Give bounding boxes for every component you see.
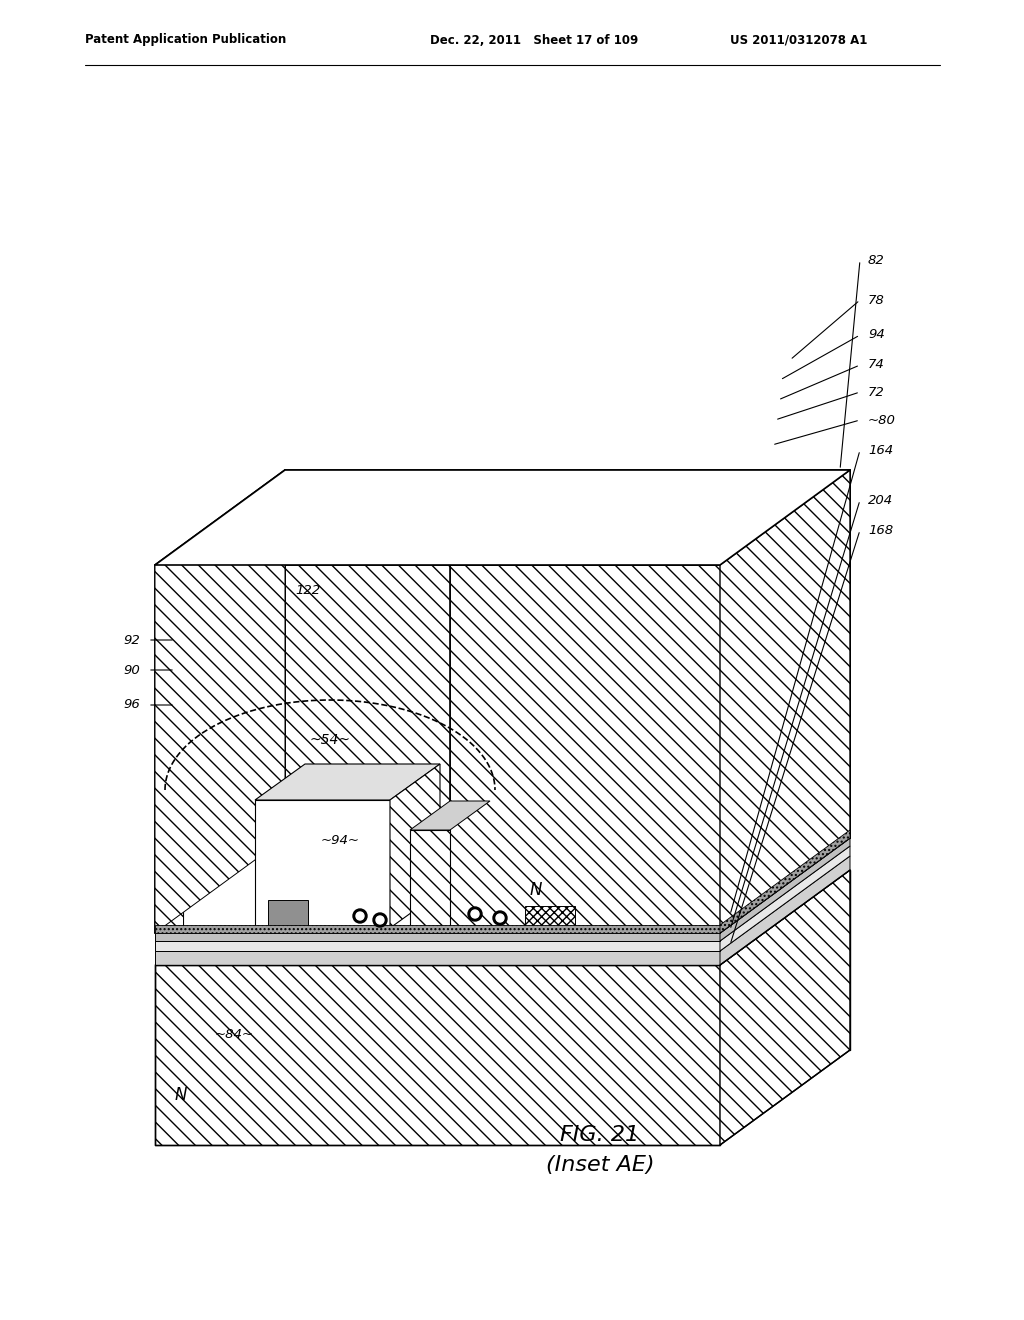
Text: 204: 204 bbox=[868, 494, 893, 507]
Circle shape bbox=[373, 913, 387, 927]
Text: FIG. 21: FIG. 21 bbox=[560, 1125, 640, 1144]
Polygon shape bbox=[155, 941, 720, 950]
Polygon shape bbox=[525, 906, 575, 928]
Text: 168: 168 bbox=[868, 524, 893, 536]
Polygon shape bbox=[155, 565, 720, 933]
Polygon shape bbox=[155, 950, 720, 965]
Text: ~80: ~80 bbox=[868, 413, 896, 426]
Polygon shape bbox=[720, 870, 850, 1144]
Text: 72: 72 bbox=[868, 385, 885, 399]
Text: 78: 78 bbox=[868, 293, 885, 306]
Circle shape bbox=[471, 909, 479, 917]
Text: Patent Application Publication: Patent Application Publication bbox=[85, 33, 287, 46]
Polygon shape bbox=[285, 470, 850, 838]
Text: ~84~: ~84~ bbox=[215, 1028, 254, 1041]
Polygon shape bbox=[720, 838, 850, 941]
Polygon shape bbox=[155, 965, 720, 1144]
Polygon shape bbox=[410, 830, 450, 928]
Circle shape bbox=[376, 916, 384, 924]
Circle shape bbox=[493, 911, 507, 925]
Text: Dec. 22, 2011   Sheet 17 of 109: Dec. 22, 2011 Sheet 17 of 109 bbox=[430, 33, 638, 46]
Text: 90: 90 bbox=[123, 664, 140, 676]
Polygon shape bbox=[390, 764, 440, 928]
Polygon shape bbox=[410, 801, 490, 830]
Polygon shape bbox=[255, 800, 390, 928]
Polygon shape bbox=[720, 846, 850, 950]
Polygon shape bbox=[450, 565, 720, 933]
Circle shape bbox=[468, 907, 482, 921]
Polygon shape bbox=[268, 900, 308, 928]
Text: 94: 94 bbox=[868, 329, 885, 342]
Text: N: N bbox=[175, 1086, 187, 1104]
Text: 74: 74 bbox=[868, 359, 885, 371]
Polygon shape bbox=[155, 470, 850, 565]
Polygon shape bbox=[155, 925, 720, 933]
Polygon shape bbox=[155, 933, 720, 941]
Text: (Inset AE): (Inset AE) bbox=[546, 1155, 654, 1175]
Polygon shape bbox=[720, 470, 850, 933]
Polygon shape bbox=[155, 565, 183, 933]
Circle shape bbox=[353, 909, 367, 923]
Polygon shape bbox=[255, 764, 440, 800]
Text: 164: 164 bbox=[868, 444, 893, 457]
Polygon shape bbox=[155, 870, 850, 965]
Text: 96: 96 bbox=[123, 698, 140, 711]
Text: 92: 92 bbox=[123, 634, 140, 647]
Text: US 2011/0312078 A1: US 2011/0312078 A1 bbox=[730, 33, 867, 46]
Text: 82: 82 bbox=[868, 253, 885, 267]
Polygon shape bbox=[720, 855, 850, 965]
Circle shape bbox=[496, 913, 504, 921]
Polygon shape bbox=[155, 470, 285, 933]
Circle shape bbox=[356, 912, 364, 920]
Text: ~94~: ~94~ bbox=[321, 833, 359, 846]
Text: ~54~: ~54~ bbox=[309, 733, 350, 747]
Text: N: N bbox=[530, 880, 543, 899]
Polygon shape bbox=[720, 830, 850, 933]
Text: 122: 122 bbox=[295, 583, 321, 597]
